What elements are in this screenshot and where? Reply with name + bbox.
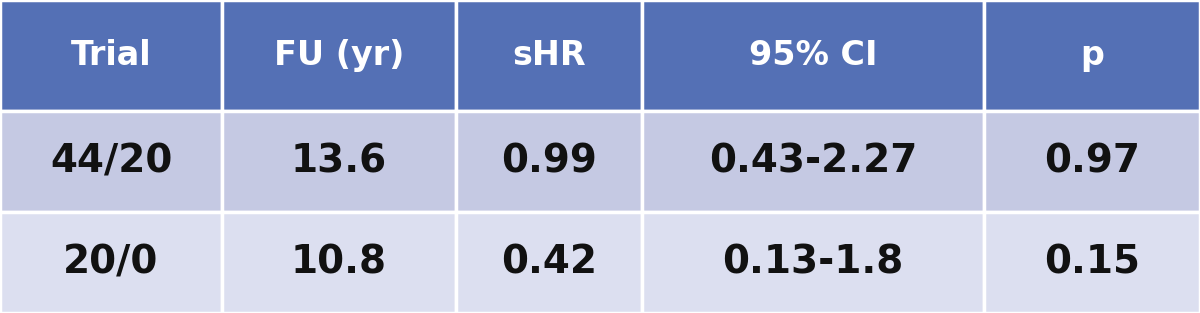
FancyBboxPatch shape	[984, 212, 1200, 313]
FancyBboxPatch shape	[222, 0, 456, 111]
FancyBboxPatch shape	[456, 0, 642, 111]
FancyBboxPatch shape	[456, 212, 642, 313]
Text: p: p	[1080, 39, 1104, 72]
Text: 0.97: 0.97	[1044, 143, 1140, 181]
Text: 44/20: 44/20	[50, 143, 172, 181]
FancyBboxPatch shape	[984, 111, 1200, 212]
FancyBboxPatch shape	[0, 212, 222, 313]
FancyBboxPatch shape	[642, 0, 984, 111]
FancyBboxPatch shape	[0, 0, 222, 111]
Text: 0.42: 0.42	[502, 244, 598, 281]
FancyBboxPatch shape	[222, 111, 456, 212]
FancyBboxPatch shape	[984, 0, 1200, 111]
FancyBboxPatch shape	[642, 212, 984, 313]
Text: Trial: Trial	[71, 39, 151, 72]
Text: 20/0: 20/0	[64, 244, 158, 281]
FancyBboxPatch shape	[456, 111, 642, 212]
FancyBboxPatch shape	[642, 111, 984, 212]
Text: 0.15: 0.15	[1044, 244, 1140, 281]
FancyBboxPatch shape	[222, 212, 456, 313]
Text: FU (yr): FU (yr)	[274, 39, 404, 72]
Text: sHR: sHR	[512, 39, 586, 72]
Text: 10.8: 10.8	[290, 244, 386, 281]
Text: 0.43-2.27: 0.43-2.27	[709, 143, 917, 181]
FancyBboxPatch shape	[0, 111, 222, 212]
Text: 0.99: 0.99	[502, 143, 596, 181]
Text: 95% CI: 95% CI	[749, 39, 877, 72]
Text: 13.6: 13.6	[290, 143, 388, 181]
Text: 0.13-1.8: 0.13-1.8	[722, 244, 904, 281]
